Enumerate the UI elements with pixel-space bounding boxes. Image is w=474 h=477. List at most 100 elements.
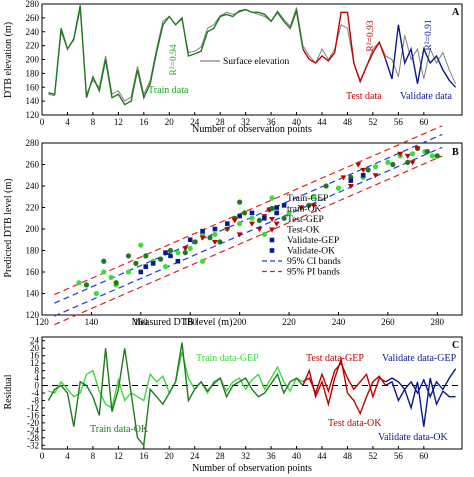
panel-b-legend-label-4: Validate-GEP <box>287 236 339 246</box>
panel-c-xtick-label: 52 <box>368 451 377 461</box>
panel-b-point-0 <box>212 231 218 237</box>
annotation-test-data: Test data <box>346 91 382 102</box>
panel-b-ytick-label: 240 <box>26 181 40 191</box>
panel-a-ytick-label: 200 <box>26 55 40 65</box>
panel-b-ytick-label: 220 <box>26 203 40 213</box>
panel-c-ytick-label: -20 <box>27 418 39 428</box>
panel-b-ytick-label: 180 <box>26 246 40 256</box>
panel-b-point-2 <box>182 246 189 252</box>
panel-a-xtick-label: 8 <box>91 117 96 127</box>
panel-b-point-0 <box>93 290 99 297</box>
panel-a-ytick-label: 240 <box>26 27 40 37</box>
panel-c-series-line-3 <box>302 356 387 416</box>
annotation-test-gep: Test data-GEP <box>306 353 364 364</box>
panel-b: B Predicted DTB level (m) Measured DTB l… <box>3 125 463 328</box>
panel-b-point-2 <box>409 160 416 166</box>
panel-c-ytick-label: 20 <box>30 343 40 353</box>
panel-b-ticks: 120 140 160 180 200 220 240 260 280 120 140 160 180 2… <box>26 138 445 327</box>
panel-b-point-0 <box>187 245 193 251</box>
annotation-train-ok: Train data-OK <box>90 424 149 435</box>
panel-b-point-1 <box>101 258 107 264</box>
panel-a-legend: Surface elevation <box>200 56 289 67</box>
panel-b-point-1 <box>217 239 223 245</box>
panel-c-ytick-label: -28 <box>27 433 39 443</box>
panel-b-point-5 <box>212 226 218 232</box>
panel-b-point-5 <box>163 250 168 255</box>
annotation-validate-ok: Validate data-OK <box>378 432 448 443</box>
annotation-r2-validate: R²=0.91 <box>424 19 434 50</box>
panel-a-ticks: 0 4 8 12 16 20 24 28 32 36 40 44 48 52 56 6012014016018… <box>26 0 429 127</box>
panel-a-xtick-label: 0 <box>40 117 45 127</box>
panel-b-ytick-label: 160 <box>26 267 40 277</box>
panel-b-point-0 <box>335 185 342 191</box>
panel-b-point-4 <box>224 221 230 226</box>
panel-b-point-4 <box>360 172 366 178</box>
panel-c-label: C <box>452 340 459 351</box>
panel-a-xtick-label: 24 <box>190 117 200 127</box>
panel-b-point-3 <box>199 235 206 241</box>
panel-b-point-0 <box>409 151 416 157</box>
panel-b-legend-label-7: 95% PI bands <box>287 268 340 278</box>
panel-b-pi-band-3 <box>54 155 443 326</box>
panel-a-xtick-label: 32 <box>241 117 250 127</box>
panel-b-point-5 <box>143 264 149 269</box>
panel-a-xtick-label: 52 <box>368 117 377 127</box>
panel-c-xtick-label: 44 <box>318 451 328 461</box>
panel-c-xlabel: Number of observation points <box>192 463 312 474</box>
panel-c-xtick-label: 12 <box>114 451 123 461</box>
panel-b-legend-marker-1 <box>269 205 275 212</box>
panel-b-legend: Train-GEPtrain-OKTest-GEPTest-OKValidate… <box>262 194 341 278</box>
panel-a-xtick-label: 4 <box>65 117 70 127</box>
panel-b-xtick-label: 220 <box>282 317 296 327</box>
panel-b-point-0 <box>372 164 379 170</box>
panel-b-point-2 <box>298 205 305 211</box>
panel-b-point-2 <box>372 173 379 179</box>
panel-b-point-0 <box>76 280 82 286</box>
panel-c: C Residual Number of observation points … <box>3 336 463 474</box>
panel-a-xtick-label: 12 <box>114 117 123 127</box>
panel-b-point-1 <box>237 199 243 205</box>
panel-b-point-0 <box>175 250 181 256</box>
panel-c-xtick-label: 48 <box>343 451 353 461</box>
panel-b-xtick-label: 200 <box>233 317 247 327</box>
panel-b-point-1 <box>157 256 164 262</box>
panel-b-point-1 <box>405 159 411 165</box>
panel-c-ytick-label: 12 <box>30 358 39 368</box>
panel-c-series-line-2 <box>302 361 386 400</box>
panel-b-point-1 <box>241 210 248 216</box>
panel-b-legend-marker-0 <box>269 195 275 201</box>
panel-b-point-0 <box>429 153 435 159</box>
panel-b-point-5 <box>348 178 354 183</box>
panel-b-point-4 <box>249 210 255 216</box>
panel-b-xlabel: Measured DTB level (m) <box>132 317 233 328</box>
panel-b-point-0 <box>261 231 267 237</box>
panel-b-point-2 <box>249 221 255 227</box>
panel-b-xtick-label: 180 <box>183 317 197 327</box>
panel-b-bands <box>54 125 443 326</box>
panel-a: A DTB elevation (m) Number of observatio… <box>3 0 463 135</box>
panel-b-xtick-label: 160 <box>134 317 148 327</box>
panel-b-legend-marker-2 <box>269 217 275 222</box>
panel-b-xtick-label: 120 <box>35 317 49 327</box>
panel-b-frame <box>41 142 463 316</box>
panel-c-ytick-label: -8 <box>32 395 40 405</box>
panel-c-ytick-label: -24 <box>27 425 39 435</box>
panel-a-ytick-label: 220 <box>26 41 40 51</box>
panel-a-series-line-1 <box>48 5 304 106</box>
panel-b-point-3 <box>360 167 367 173</box>
panel-c-xtick-label: 4 <box>65 451 70 461</box>
panel-c-ytick-label: -32 <box>27 440 39 450</box>
panel-b-point-1 <box>365 167 371 173</box>
panel-b-point-4 <box>262 215 267 221</box>
panel-a-ytick-label: 180 <box>26 68 40 78</box>
panel-c-series-line-5 <box>385 377 456 427</box>
panel-b-legend-label-3: Test-OK <box>287 226 320 236</box>
panel-c-xtick-label: 40 <box>292 451 302 461</box>
panel-b-point-2 <box>236 232 243 238</box>
panel-c-xtick-label: 56 <box>394 451 404 461</box>
panel-b-point-2 <box>355 162 362 168</box>
panel-a-label: A <box>452 7 460 18</box>
panel-b-point-0 <box>385 159 391 165</box>
panel-c-xtick-label: 0 <box>40 451 45 461</box>
